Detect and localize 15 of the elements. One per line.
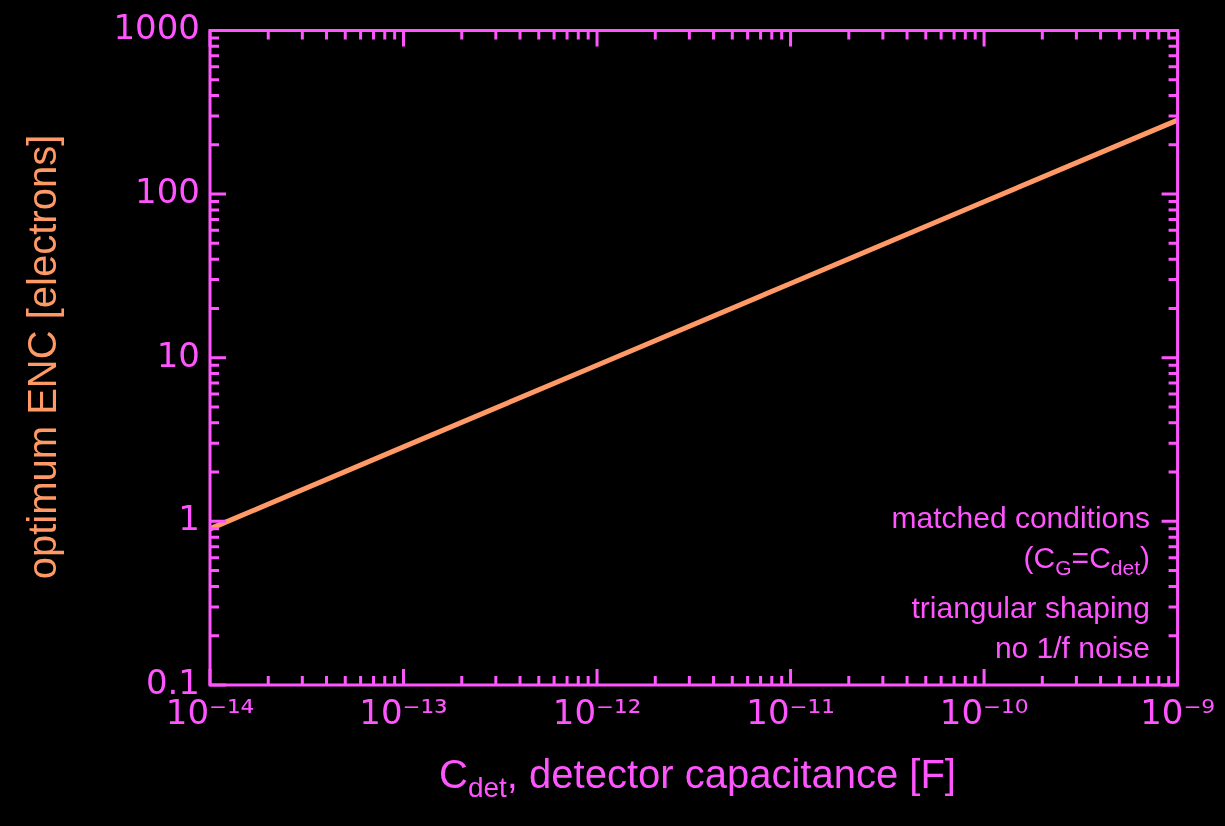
y-tick-label: 1000 — [113, 7, 200, 48]
y-axis-title: optimum ENC [electrons] — [19, 134, 65, 580]
x-tick-label: 10⁻¹² — [552, 692, 642, 733]
y-tick-label: 1 — [178, 498, 200, 539]
annotation: triangular shaping — [910, 590, 1150, 626]
x-tick-label: 10⁻⁹ — [1140, 692, 1215, 733]
y-tick-label: 10 — [156, 334, 200, 375]
x-tick-label: 10⁻¹⁰ — [939, 692, 1029, 733]
x-tick-label: 10⁻¹¹ — [746, 692, 835, 733]
y-tick-label: 100 — [135, 170, 200, 211]
annotation: matched conditions — [891, 500, 1150, 536]
x-axis-title: C$_{det}$, detector capacitance [F] — [438, 752, 957, 804]
annotation: no 1/f noise — [993, 630, 1150, 666]
x-tick-label: 10⁻¹³ — [359, 692, 448, 733]
annotation: (C$_{G}$=C$_{det}$) — [1022, 540, 1150, 581]
